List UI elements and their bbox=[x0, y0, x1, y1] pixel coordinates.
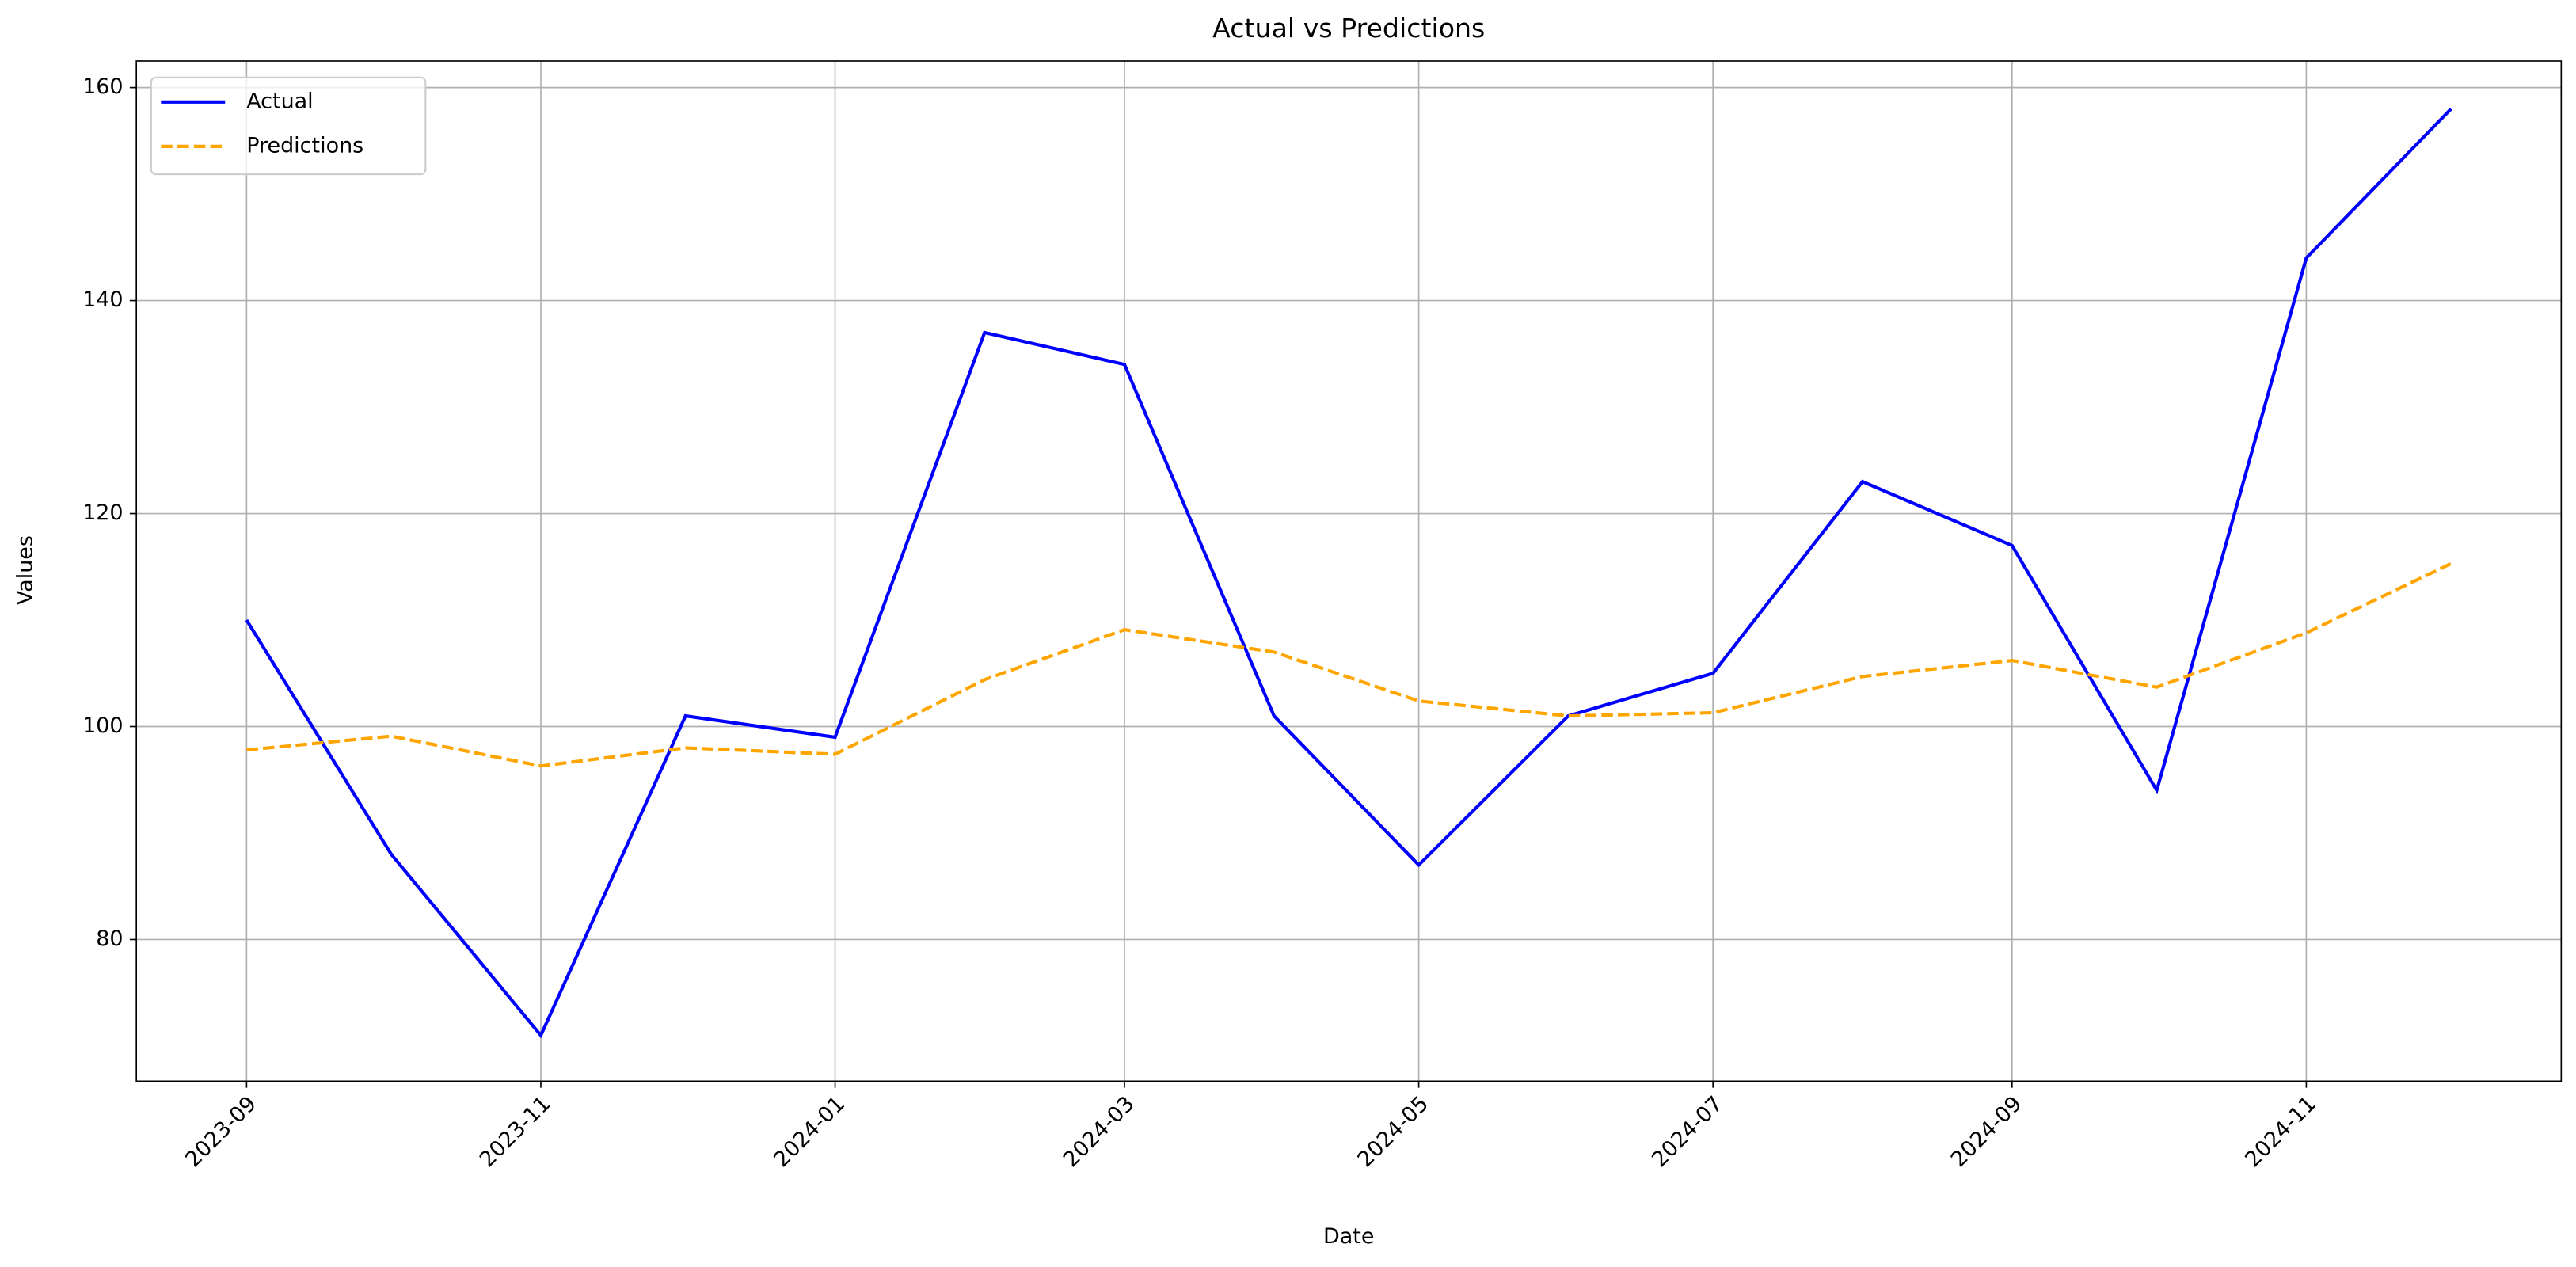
y-tick-label: 120 bbox=[82, 500, 123, 525]
x-axis-label: Date bbox=[1323, 1224, 1374, 1249]
y-axis-label: Values bbox=[13, 535, 38, 605]
chart-title: Actual vs Predictions bbox=[1212, 13, 1485, 44]
y-tick-label: 100 bbox=[82, 713, 123, 738]
y-tick-label: 80 bbox=[96, 926, 123, 951]
y-tick-label: 160 bbox=[82, 74, 123, 99]
data-line bbox=[246, 561, 2452, 768]
y-tick-label: 140 bbox=[82, 287, 123, 312]
plot-frame bbox=[135, 60, 2563, 1082]
legend-label: Predictions bbox=[246, 133, 363, 158]
data-line bbox=[245, 108, 2452, 1039]
legend-label: Actual bbox=[246, 89, 314, 113]
